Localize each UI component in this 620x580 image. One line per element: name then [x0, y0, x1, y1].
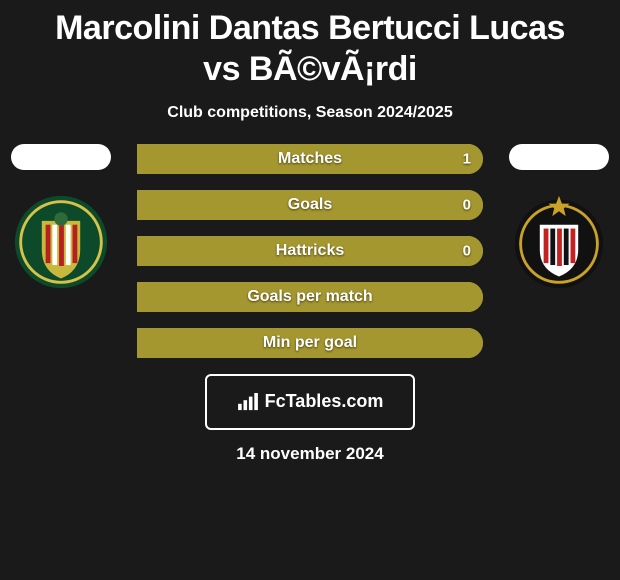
stat-value-right: 0 — [463, 242, 471, 259]
stat-label: Goals per match — [247, 288, 372, 306]
stat-row: Hattricks 0 — [137, 236, 483, 266]
stat-value-right: 0 — [463, 196, 471, 213]
right-club-badge — [511, 194, 607, 290]
comparison-area: Matches 1 Goals 0 Hattricks 0 Goals per match M… — [0, 144, 620, 358]
left-player-name-pill — [11, 144, 111, 170]
stat-bars: Matches 1 Goals 0 Hattricks 0 Goals per match M… — [137, 144, 483, 358]
stat-value-right: 1 — [463, 150, 471, 167]
stat-row: Min per goal — [137, 328, 483, 358]
page-subtitle: Club competitions, Season 2024/2025 — [0, 104, 620, 122]
right-player-name-pill — [509, 144, 609, 170]
right-player-column — [504, 144, 614, 290]
stat-row: Goals 0 — [137, 190, 483, 220]
right-club-badge-svg — [511, 194, 607, 290]
left-club-badge-svg — [13, 194, 109, 290]
stat-label: Goals — [288, 196, 332, 214]
page-title: Marcolini Dantas Bertucci Lucas vs BÃ©vÃ… — [0, 0, 620, 90]
date-text: 14 november 2024 — [0, 444, 620, 464]
stat-label: Matches — [278, 150, 342, 168]
stat-label: Min per goal — [263, 334, 357, 352]
chart-icon — [237, 393, 259, 411]
left-player-column — [6, 144, 116, 290]
left-club-badge — [13, 194, 109, 290]
stat-label: Hattricks — [276, 242, 344, 260]
stat-row: Matches 1 — [137, 144, 483, 174]
footer-logo[interactable]: FcTables.com — [205, 374, 415, 430]
footer-logo-text: FcTables.com — [265, 391, 384, 412]
stat-row: Goals per match — [137, 282, 483, 312]
